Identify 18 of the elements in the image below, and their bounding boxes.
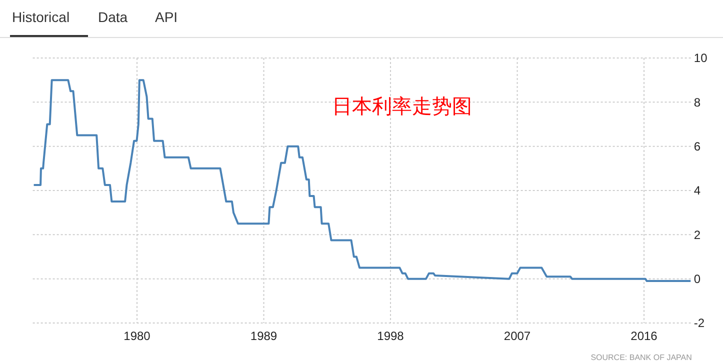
y-tick-label: 2: [694, 228, 701, 242]
x-tick-label: 2016: [630, 329, 658, 343]
text: API: [155, 9, 178, 25]
x-tick-label: 1980: [124, 329, 151, 343]
x-tick-label: 1998: [377, 329, 404, 343]
x-tick-label: 1989: [250, 329, 278, 343]
y-tick-label: -2: [694, 316, 705, 330]
x-tick-label: 2007: [504, 329, 531, 343]
y-tick-label: 8: [694, 95, 701, 110]
line-series: [32, 79, 692, 282]
text: Data: [98, 9, 128, 25]
text: Historical: [12, 9, 70, 25]
source-note: SOURCE: BANK OF JAPAN: [590, 353, 692, 362]
y-tick-label: 4: [694, 184, 701, 198]
y-tick-label: 0: [694, 272, 701, 286]
text: 日本利率走势图: [332, 96, 472, 118]
y-tick-label: 6: [694, 140, 701, 154]
y-tick-label: 10: [694, 51, 708, 66]
